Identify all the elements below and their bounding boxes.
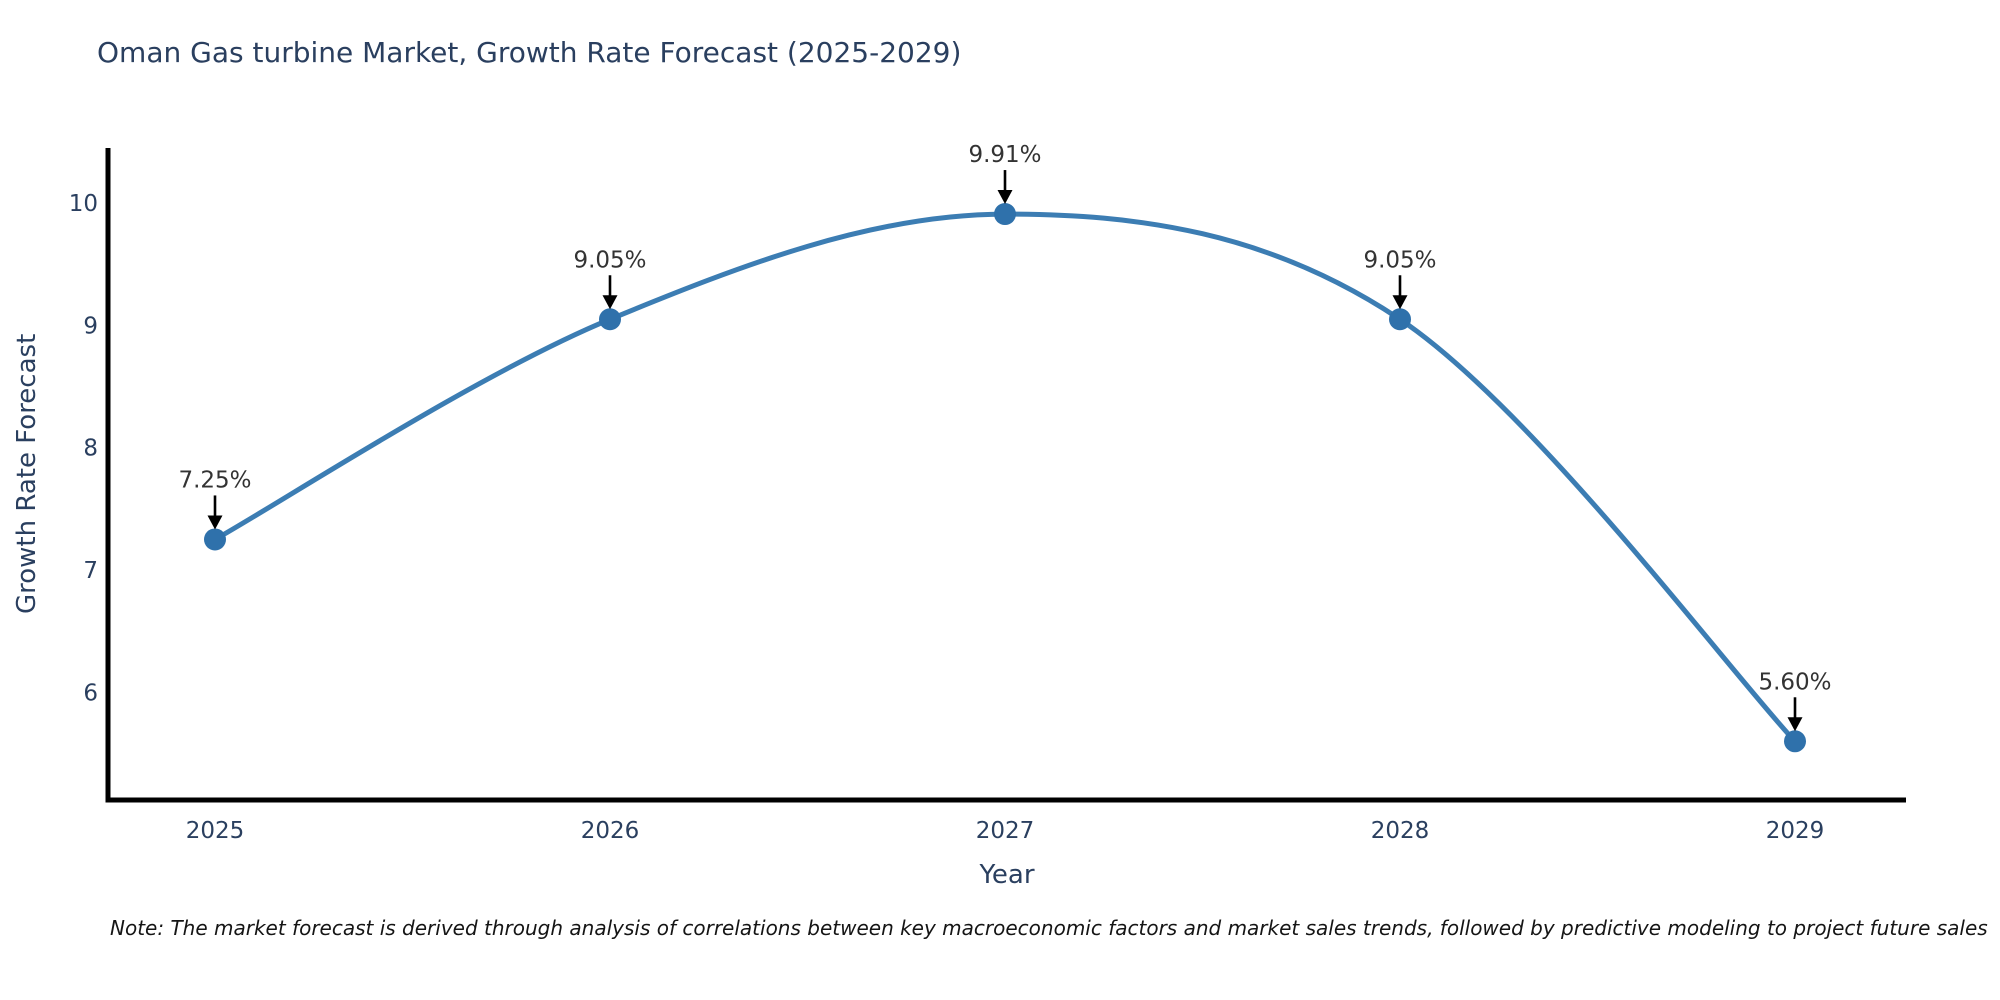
y-tick-label: 6 (83, 680, 98, 706)
y-tick-label: 7 (83, 558, 98, 584)
y-tick-label: 10 (69, 191, 98, 217)
x-axis-title: Year (979, 860, 1035, 890)
point-value-label: 9.91% (968, 142, 1041, 168)
annotation-arrow-head (207, 515, 223, 530)
y-tick-label: 9 (83, 313, 98, 339)
point-value-label: 9.05% (1363, 247, 1436, 273)
annotation-arrow-head (1787, 717, 1803, 732)
x-tick-label: 2028 (1371, 818, 1430, 844)
data-point-2026 (599, 308, 621, 331)
annotation-arrow-head (997, 190, 1013, 205)
x-tick-label: 2026 (581, 818, 640, 844)
footnote: Note: The market forecast is derived thr… (110, 916, 1988, 940)
data-point-2029 (1784, 730, 1806, 753)
x-tick-label: 2029 (1766, 818, 1825, 844)
x-tick-label: 2027 (976, 818, 1035, 844)
y-axis-title: Growth Rate Forecast (12, 333, 42, 615)
growth-curve (212, 211, 1798, 744)
axis-spines (105, 148, 1906, 803)
point-value-label: 9.05% (573, 247, 646, 273)
point-value-label: 7.25% (178, 467, 251, 493)
data-point-2025 (204, 528, 226, 551)
data-point-2027 (994, 203, 1016, 226)
x-tick-label: 2025 (186, 818, 245, 844)
data-point-2028 (1389, 308, 1411, 331)
y-tick-label: 8 (83, 436, 98, 462)
chart-title: Oman Gas turbine Market, Growth Rate For… (97, 36, 962, 69)
annotation-arrow-head (1392, 295, 1408, 310)
annotation-arrow-head (602, 295, 618, 310)
point-value-label: 5.60% (1758, 669, 1831, 695)
